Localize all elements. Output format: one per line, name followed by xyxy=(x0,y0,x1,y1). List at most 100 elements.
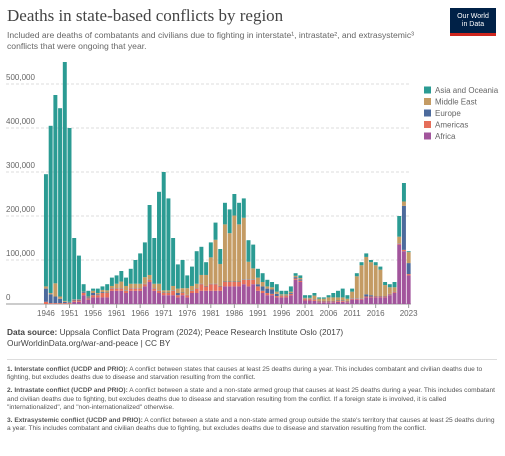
bar-segment xyxy=(208,284,213,291)
note-heading: 3. Extrasystemic conflict (UCDP and PRIO… xyxy=(7,417,143,425)
bar-segment xyxy=(345,295,350,299)
bar-segment xyxy=(284,297,289,304)
bar-segment xyxy=(331,297,336,301)
bar-segment xyxy=(387,295,392,304)
bar-segment xyxy=(180,295,185,304)
bar-segment xyxy=(401,251,406,304)
bar-segment xyxy=(91,290,96,293)
bar-segment xyxy=(387,284,392,288)
bar-segment xyxy=(373,296,378,298)
bar-segment xyxy=(232,194,237,216)
bar-segment xyxy=(293,277,298,279)
bar-segment xyxy=(255,268,260,278)
bar-segment xyxy=(265,288,270,293)
bar-segment xyxy=(138,288,143,291)
x-tick-label: 2001 xyxy=(296,309,314,318)
bar-segment xyxy=(307,297,312,299)
bar-segment xyxy=(321,298,326,301)
bar-segment xyxy=(383,282,388,286)
bar-segment xyxy=(86,298,91,300)
bar-segment xyxy=(298,275,303,279)
bar-segment xyxy=(43,288,48,302)
bar-segment xyxy=(373,265,378,297)
legend-swatch xyxy=(424,86,431,94)
bar-segment xyxy=(336,300,340,302)
x-tick-label: 1966 xyxy=(131,309,149,318)
bar-segment xyxy=(246,286,251,304)
bar-segment xyxy=(76,301,81,304)
bar-segment xyxy=(100,293,105,298)
bar-segment xyxy=(293,278,298,280)
y-tick-label: 0 xyxy=(6,293,11,302)
y-tick-label: 300,000 xyxy=(6,161,35,170)
bar-segment xyxy=(378,269,383,297)
y-tick-label: 100,000 xyxy=(6,249,35,258)
bar-segment xyxy=(43,174,48,287)
bar-segment xyxy=(312,300,317,304)
bar-segment xyxy=(368,296,373,298)
bar-segment xyxy=(274,291,279,294)
x-tick-label: 1986 xyxy=(225,309,243,318)
bar-segment xyxy=(166,295,171,304)
bar-segment xyxy=(204,274,209,286)
x-tick-label: 1981 xyxy=(202,309,220,318)
bar-segment xyxy=(321,297,326,299)
legend-label: Europe xyxy=(435,109,461,118)
bar-segment xyxy=(368,262,373,296)
bar-segment xyxy=(114,288,119,291)
bar-segment xyxy=(109,277,114,286)
bar-segment xyxy=(189,285,194,291)
bar-segment xyxy=(340,297,345,301)
logo[interactable]: Our World in Data xyxy=(450,8,496,36)
bar-segment xyxy=(340,301,345,304)
bar-segment xyxy=(232,286,237,304)
bar-segment xyxy=(222,224,227,282)
bar-segment xyxy=(147,282,152,304)
bar-segment xyxy=(81,292,86,293)
bar-segment xyxy=(274,296,279,298)
legend-swatch xyxy=(424,121,431,128)
bar-segment xyxy=(387,287,392,294)
bar-segment xyxy=(317,302,322,304)
bar-segment xyxy=(91,297,96,304)
bar-segment xyxy=(194,283,199,289)
bar-segment xyxy=(279,297,284,304)
source-text: Uppsala Conflict Data Program (2024); Pe… xyxy=(59,327,344,337)
bar-segment xyxy=(317,301,322,303)
bar-segment xyxy=(288,295,293,304)
bar-segment xyxy=(378,266,383,270)
x-tick-label: 2011 xyxy=(344,309,362,318)
bar-segment xyxy=(161,293,166,296)
x-tick-label: 1996 xyxy=(273,309,291,318)
bar-segment xyxy=(142,286,147,304)
x-tick-label: 2016 xyxy=(367,309,385,318)
x-tick-label: 1976 xyxy=(178,309,196,318)
bar-segment xyxy=(255,277,260,285)
bar-segment xyxy=(76,300,81,302)
bar-segment xyxy=(401,205,406,250)
bar-segment xyxy=(331,302,336,304)
url[interactable]: OurWorldinData.org/war-and-peace | CC BY xyxy=(7,338,171,348)
bar-segment xyxy=(284,290,289,295)
bar-segment xyxy=(218,249,223,264)
bar-segment xyxy=(114,275,119,284)
bar-segment xyxy=(288,293,293,294)
bar-segment xyxy=(199,274,204,284)
bar-segment xyxy=(331,293,336,298)
bar-segment xyxy=(58,303,63,304)
bar-segment xyxy=(124,290,129,293)
bar-segment xyxy=(350,298,355,300)
x-tick-label: 1946 xyxy=(37,309,55,318)
notes: 1. Interstate conflict (UCDP and PRIO): … xyxy=(7,366,499,438)
bar-segment xyxy=(340,288,345,298)
bar-segment xyxy=(397,216,402,237)
bar-segment xyxy=(255,286,260,291)
bar-segment xyxy=(119,281,124,289)
bar-segment xyxy=(147,205,152,275)
bar-segment xyxy=(251,244,256,269)
bar-segment xyxy=(208,290,213,304)
bar-segment xyxy=(336,301,340,304)
bar-segment xyxy=(350,288,355,292)
bar-segment xyxy=(91,295,96,298)
bar-segment xyxy=(53,283,58,297)
